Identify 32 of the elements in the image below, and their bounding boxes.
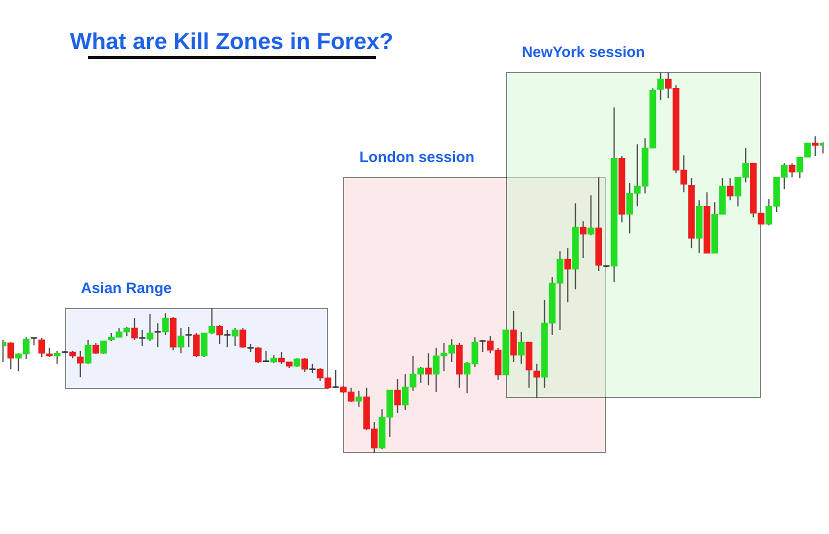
candlestick [162,312,169,336]
candlestick [216,324,223,345]
candlestick [46,347,53,358]
candlestick [232,327,238,347]
chart-title: What are Kill Zones in Forex? [70,28,394,55]
candlestick [657,72,664,101]
candlestick [254,346,262,364]
annotation: Asian Range [80,280,172,297]
candlestick [533,363,540,399]
candlestick [588,194,594,236]
candlestick [239,327,246,349]
candlestick [178,327,184,354]
candlestick [100,340,107,355]
candlestick [146,313,154,342]
candlestick [564,248,572,303]
annotation: London session [359,149,474,166]
candlestick [131,318,138,341]
candlestick [301,358,308,373]
candlestick [726,177,734,201]
candlestick [425,352,432,386]
candlestick [518,331,525,365]
text: NewYork session [522,44,645,62]
candlestick [356,390,362,408]
candlestick [394,378,401,414]
candlestick [92,342,100,355]
candlestick [193,332,200,358]
candlestick [580,220,587,259]
candlestick [38,337,46,358]
candlestick [788,162,796,178]
candlestick [84,339,92,365]
candlestick [77,350,84,378]
candlestick [7,342,14,370]
